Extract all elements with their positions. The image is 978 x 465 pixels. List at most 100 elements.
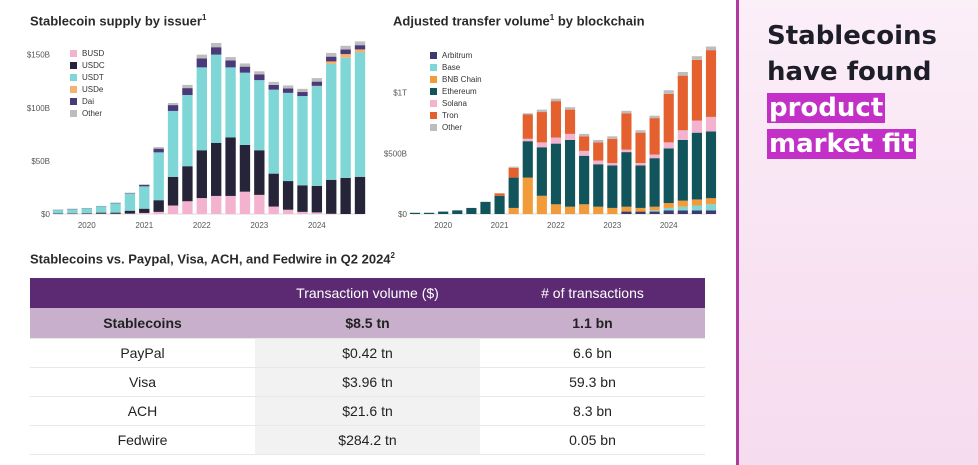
bar-usdt (67, 209, 78, 214)
bar-usdc (311, 185, 323, 213)
bar-bnb-chain (579, 204, 590, 214)
table-cell-name: Stablecoins (30, 308, 255, 339)
volume-chart-title-text: Adjusted transfer volume (393, 13, 550, 29)
y-tick-label: $0 (398, 210, 407, 219)
legend-swatch-solana (430, 100, 437, 107)
bar-ethereum (480, 201, 491, 214)
bar-solana (705, 116, 717, 132)
bar-ethereum (663, 148, 674, 204)
volume-chart: $0 $500B $1T 2020 2021 2022 2023 2024 Arbitrum Ba… (384, 46, 717, 230)
bar-tron (649, 118, 660, 155)
legend-swatch-base (430, 64, 437, 71)
table-cell-volume: $21.6 tn (255, 396, 480, 426)
x-tick-label: 2021 (135, 221, 153, 230)
bar-tron (691, 59, 702, 121)
legend-label-busd: BUSD (82, 49, 104, 58)
bar-tron (663, 93, 674, 143)
headline-line-2: have found (767, 57, 932, 87)
bar-usdc (211, 142, 222, 196)
legend-swatch-bnb-chain (430, 76, 437, 83)
x-tick-label: 2021 (491, 221, 509, 230)
legend-swatch-busd (70, 50, 77, 57)
bar-ethereum (635, 165, 646, 208)
bar-other (311, 78, 323, 82)
table-cell-name: ACH (30, 396, 255, 426)
table-cell-count: 1.1 bn (480, 308, 705, 339)
bar-tron (705, 50, 717, 117)
bar-dai (340, 49, 351, 55)
bar-other (225, 57, 236, 61)
comparison-table-title-text: Stablecoins vs. Paypal, Visa, ACH, and F… (30, 251, 391, 267)
bar-ethereum (494, 195, 505, 214)
y-tick-label: $500B (384, 149, 407, 158)
bar-tron (508, 167, 519, 178)
bar-ethereum (677, 139, 688, 201)
bar-tron (550, 101, 562, 138)
bar-ethereum (564, 139, 576, 207)
bar-bnb-chain (564, 206, 576, 214)
bar-tron (621, 113, 632, 150)
volume-chart-title: Adjusted transfer volume1 by blockchain (393, 13, 645, 28)
supply-chart-title: Stablecoin supply by issuer1 (30, 13, 206, 28)
bar-solana (649, 154, 660, 159)
legend-swatch-dai (70, 98, 77, 105)
bar-usdt (182, 95, 193, 167)
bar-solana (536, 142, 547, 148)
bar-usdc (167, 176, 179, 206)
bar-other (153, 147, 164, 149)
x-tick-label: 2024 (308, 221, 326, 230)
bar-tron (607, 138, 618, 164)
y-tick-label: $50B (31, 157, 50, 166)
bar-other (536, 109, 547, 113)
bar-solana (579, 150, 590, 156)
bar-usdt (153, 152, 164, 201)
bar-solana (607, 163, 618, 166)
bar-other (691, 56, 702, 60)
bar-usde (326, 61, 337, 64)
bar-dai (182, 88, 193, 95)
table-cell-count: 6.6 bn (480, 338, 705, 368)
bar-usdc (110, 212, 121, 214)
bar-solana (593, 160, 604, 165)
bar-arbitrum (691, 210, 702, 214)
bar-usdc (196, 150, 207, 199)
bar-usdt (167, 110, 179, 177)
bar-bnb-chain (705, 198, 717, 205)
headline: Stablecoins have found product market fi… (767, 18, 937, 162)
bar-bnb-chain (663, 203, 674, 208)
bar-ethereum (409, 212, 421, 214)
legend-swatch-other (70, 110, 77, 117)
bar-ethereum (508, 177, 519, 208)
table-cell-volume: $284.2 tn (255, 425, 480, 455)
bar-solana (663, 142, 674, 149)
bar-solana (621, 149, 632, 153)
bar-dai (124, 193, 136, 194)
y-tick-label: $1T (393, 89, 407, 98)
bar-ethereum (466, 207, 477, 214)
bar-other (593, 139, 604, 143)
bar-tron (593, 142, 604, 161)
bar-usdc (282, 181, 294, 210)
bar-base (649, 210, 660, 212)
x-tick-label: 2020 (78, 221, 96, 230)
headline-highlight-2: market fit (767, 129, 916, 159)
table-cell-volume: $0.42 tn (255, 338, 480, 368)
bar-bnb-chain (593, 206, 604, 214)
bar-usdc (225, 137, 236, 196)
bar-tron (635, 132, 646, 164)
bar-usdc (254, 150, 265, 195)
bar-tron (579, 136, 590, 151)
bar-other (607, 136, 618, 139)
x-tick-label: 2020 (434, 221, 452, 230)
bar-usdt (254, 80, 265, 151)
bar-usdc (153, 200, 164, 212)
legend-label-other: Other (442, 123, 462, 132)
table-cell-count: 59.3 bn (480, 367, 705, 397)
bar-usdt (311, 85, 323, 186)
bar-other (326, 52, 337, 57)
bar-other (522, 113, 533, 115)
bar-ethereum (607, 165, 618, 208)
bar-usdt (211, 54, 222, 143)
bar-solana (550, 137, 562, 144)
bar-solana (635, 163, 646, 166)
